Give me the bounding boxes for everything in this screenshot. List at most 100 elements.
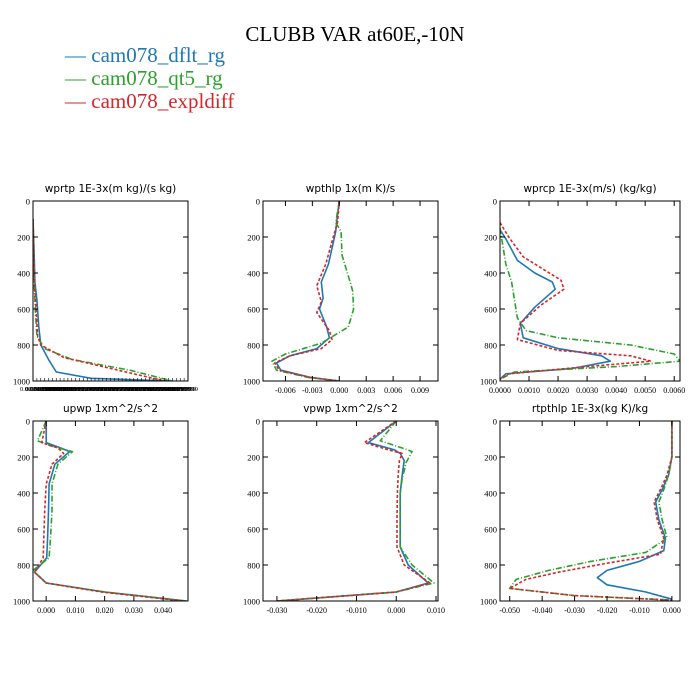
x-tick-label: 0.0030 [576, 386, 598, 395]
subplot-title: wprcp 1E-3x(m/s) (kg/kg) [523, 183, 656, 195]
x-tick-label: 0.006 [384, 386, 402, 395]
y-tick-label: 600 [247, 305, 260, 315]
y-tick-label: 400 [247, 489, 260, 499]
series-line-cam078_dflt_rg [276, 421, 429, 601]
x-tick-label: 0.0129999 [70, 386, 98, 393]
legend-label-dflt: — cam078_dflt_rg [64, 43, 226, 67]
y-tick-label: 200 [247, 453, 260, 463]
y-tick-label: 0 [493, 197, 497, 207]
x-tick-label: 0.0329999 [147, 386, 175, 393]
legend-label-expldiff: — cam078_expldiff [64, 89, 234, 113]
plot-frame [262, 420, 439, 602]
x-tick-label: 0.00199999 [25, 386, 56, 393]
series-line-cam078_expldiff [33, 421, 184, 601]
x-tick-label: 0.000 [330, 386, 348, 395]
x-tick-label: 0.0219999 [104, 386, 132, 393]
x-tick-label: 0.000 [663, 606, 681, 615]
x-tick-label: 0.00799999 [49, 386, 80, 393]
legend-item: — cam078_dflt_rg [64, 43, 226, 67]
x-tick-label: 0.0279999 [128, 386, 156, 393]
series-line-cam078_expldiff [33, 218, 165, 381]
x-tick-label: 0.0269999 [124, 386, 152, 393]
x-tick-label: 0.030 [125, 606, 143, 615]
x-tick-label: -0.020 [597, 606, 618, 615]
legend-item: — cam078_expldiff [64, 89, 234, 113]
x-tick-label: 0.0060 [663, 386, 685, 395]
legend-label-qt5: — cam078_qt5_rg [64, 66, 223, 90]
series-line-cam078_qt5_rg [276, 421, 435, 601]
x-tick-label: 0.003 [357, 386, 375, 395]
x-tick-label: 0.0139999 [73, 386, 101, 393]
subplot-grid: wprtp 1E-3x(m kg)/(s kg) 0 200 400 600 800 100… [13, 183, 685, 615]
y-tick-label: 1000 [480, 597, 497, 607]
x-tick-label: 0.0020 [547, 386, 569, 395]
x-tick-label: 0.0319999 [143, 386, 171, 393]
x-tick-label: 0.0349999 [155, 386, 183, 393]
y-tick-label: 600 [247, 525, 260, 535]
series-line-cam078_dflt_rg [33, 218, 173, 381]
y-tick-label: 600 [17, 305, 30, 315]
y-tick-label: 600 [484, 525, 497, 535]
y-tick-label: 800 [484, 561, 497, 571]
y-tick-label: 600 [17, 525, 30, 535]
x-tick-label: 0.0199999 [97, 386, 125, 393]
x-tick-label: 0.0010 [518, 386, 540, 395]
x-tick-label: 0.00399999 [33, 386, 64, 393]
x-tick-label: 0.020 [96, 606, 114, 615]
x-tick-label: -0.003 [302, 386, 323, 395]
x-tick-label: -0.006 [275, 386, 296, 395]
y-tick-label: 800 [17, 561, 30, 571]
y-tick-label: 400 [484, 489, 497, 499]
x-tick-label: 0.0229999 [108, 386, 136, 393]
series-line-cam078_qt5_rg [33, 218, 173, 381]
x-tick-label: -0.010 [346, 606, 367, 615]
y-tick-label: 0 [256, 197, 260, 207]
x-tick-label: 0.010 [66, 606, 84, 615]
x-tick-label: -0.030 [267, 606, 288, 615]
x-tick-label: 0.010 [427, 606, 445, 615]
subplot-title: wpthlp 1x(m K)/s [306, 183, 396, 195]
x-tick-label: 0.00899999 [52, 386, 83, 393]
y-tick-label: 200 [17, 233, 30, 243]
y-tick-label: 400 [247, 269, 260, 279]
y-tick-label: 0 [26, 197, 30, 207]
x-tick-label: 0.000 [387, 606, 405, 615]
x-tick-label: 0.0339999 [151, 386, 179, 393]
y-tick-label: 1000 [480, 377, 497, 387]
x-tick-label: 0.00599999 [41, 386, 72, 393]
x-tick-label: 0.0209999 [101, 386, 129, 393]
x-tick-label: 0.0259999 [120, 386, 148, 393]
subplot: upwp 1xm^2/s^2 0 200 400 600 800 1000 0.000 0.01… [13, 403, 189, 615]
x-tick-label: -0.010 [629, 606, 650, 615]
x-tick-label: 0.0399999 [168, 386, 196, 393]
subplot-title: rtpthlp 1E-3x(kg K)/kg [532, 403, 648, 415]
x-tick-label: 0.0369999 [163, 386, 191, 393]
subplot-title: upwp 1xm^2/s^2 [63, 403, 158, 415]
y-tick-label: 200 [247, 233, 260, 243]
x-tick-label: 0.0389999 [170, 386, 198, 393]
x-tick-label: 0.0189999 [93, 386, 121, 393]
series-line-cam078_dflt_rg [275, 201, 341, 381]
series-line-cam078_qt5_rg [500, 227, 680, 380]
x-tick-label: 0.0169999 [85, 386, 113, 393]
plot-frame [499, 420, 681, 602]
y-tick-label: 1000 [243, 597, 260, 607]
x-tick-label: 0.0040 [605, 386, 627, 395]
x-tick-label: 0.00499999 [37, 386, 68, 393]
y-tick-label: 600 [484, 305, 497, 315]
series-line-cam078_expldiff [273, 201, 341, 381]
legend: — cam078_dflt_rg — cam078_qt5_rg — cam07… [64, 43, 234, 113]
subplot: wpthlp 1x(m K)/s 0 200 400 600 800 1000 -0.006-… [243, 183, 439, 395]
x-tick-label: -0.020 [306, 606, 327, 615]
y-tick-label: 800 [247, 561, 260, 571]
x-tick-label: -0.030 [564, 606, 585, 615]
x-tick-label: -0.040 [532, 606, 553, 615]
y-tick-label: 800 [17, 341, 30, 351]
x-tick-label: 0.0289999 [132, 386, 160, 393]
x-tick-label: 0.00999999 [56, 386, 87, 393]
y-tick-label: 1000 [243, 377, 260, 387]
series-line-cam078_expldiff [508, 421, 673, 601]
series-line-cam078_expldiff [500, 222, 652, 380]
x-tick-label: 0.040 [154, 606, 172, 615]
